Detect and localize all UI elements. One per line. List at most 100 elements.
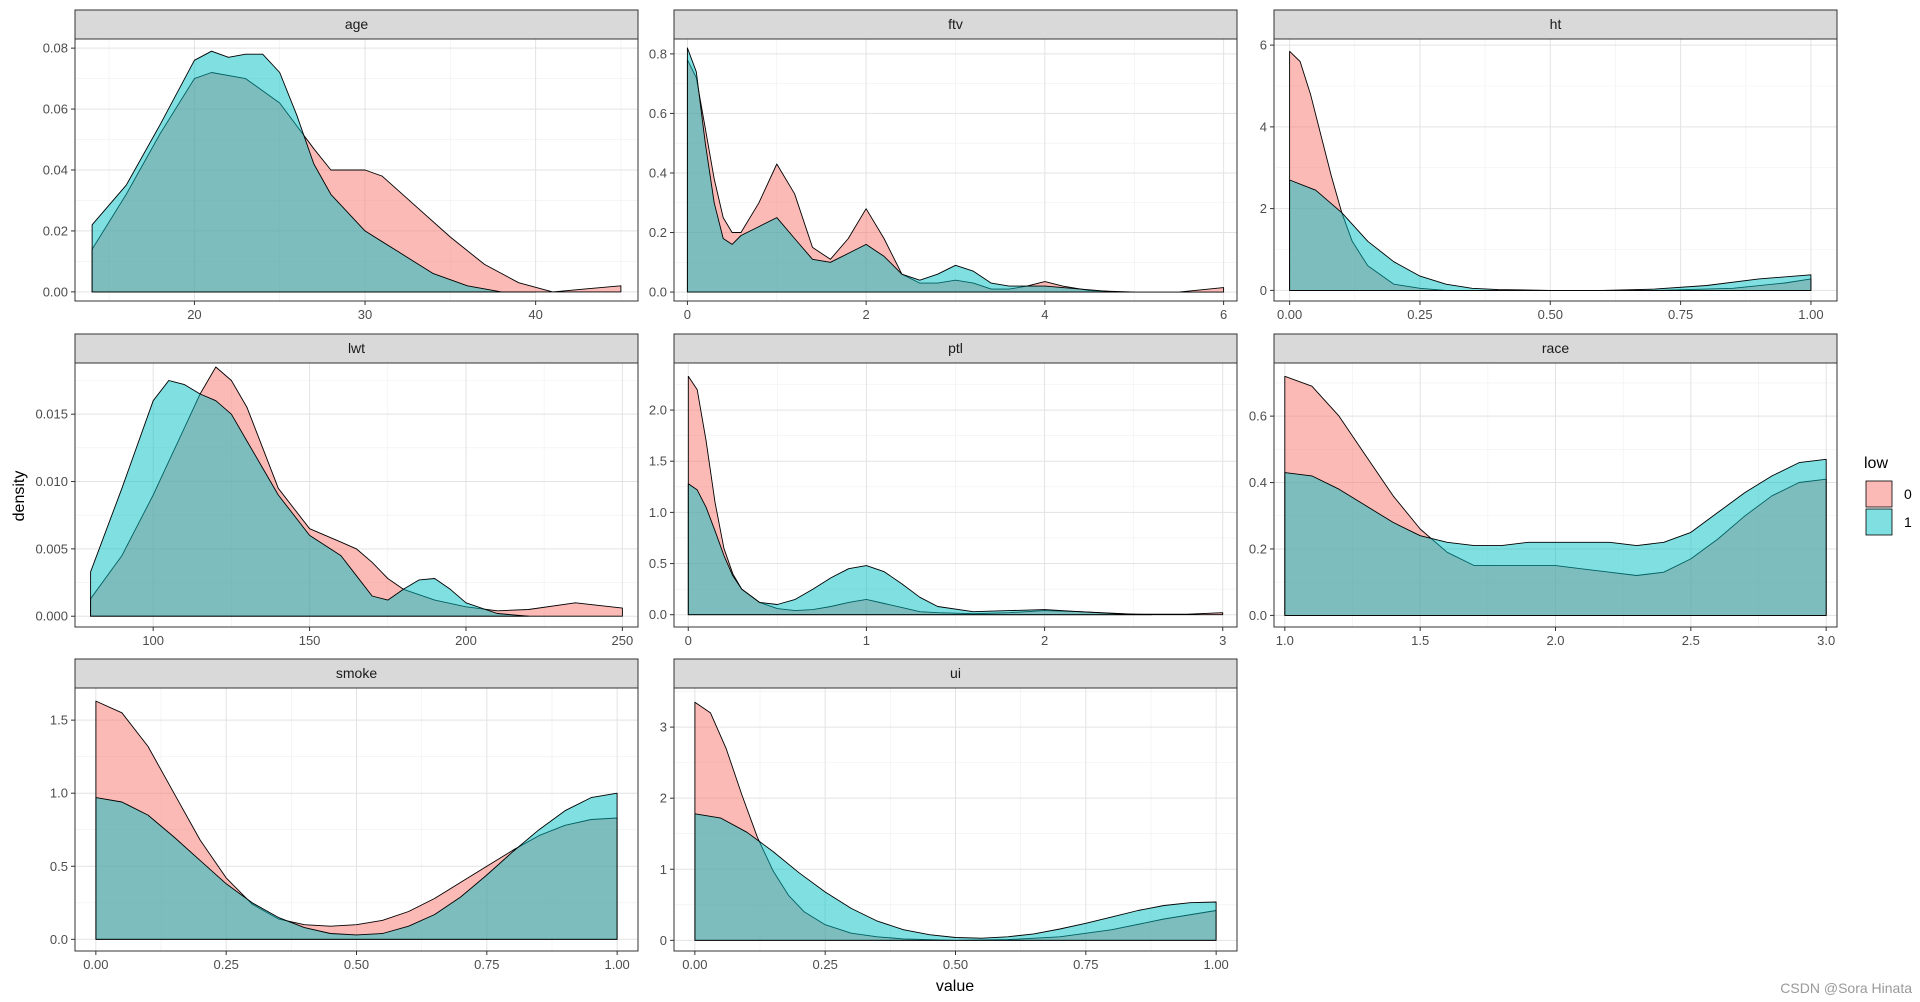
legend: low 0 1 xyxy=(1864,455,1912,536)
x-tick-label: 20 xyxy=(187,307,201,322)
x-tick-label: 0.25 xyxy=(1407,307,1432,322)
y-tick-label: 0.015 xyxy=(35,407,68,422)
x-tick-label: 0.75 xyxy=(1073,957,1098,972)
x-tick-label: 3 xyxy=(1219,633,1226,648)
x-tick-label: 1 xyxy=(863,633,870,648)
facet-panel-lwt: lwt 100 150 200 250 0.000 0.005 0.010 0.015 xyxy=(35,333,639,648)
y-tick-label: 0.5 xyxy=(649,556,667,571)
density-area-low-1 xyxy=(686,47,1135,293)
y-tick-label: 1.5 xyxy=(50,713,68,728)
y-tick-label: 2.0 xyxy=(649,403,667,418)
x-tick-label: 0.25 xyxy=(214,957,239,972)
facet-strip-label: ui xyxy=(950,665,961,681)
x-tick-label: 0.50 xyxy=(1538,307,1563,322)
y-tick-label: 0.6 xyxy=(649,106,667,121)
facet-strip-label: lwt xyxy=(348,340,365,356)
y-tick-label: 0.005 xyxy=(35,541,68,556)
x-tick-label: 1.00 xyxy=(1798,307,1823,322)
y-tick-label: 0.0 xyxy=(50,932,68,947)
y-tick-label: 0.0 xyxy=(649,285,667,300)
facet-strip-label: age xyxy=(345,16,369,32)
x-tick-label: 0 xyxy=(685,633,692,648)
x-tick-label: 4 xyxy=(1041,307,1048,322)
legend-title: low xyxy=(1864,455,1888,472)
y-tick-label: 6 xyxy=(1260,38,1267,53)
density-area-low-1 xyxy=(90,380,529,617)
x-tick-label: 3.0 xyxy=(1817,633,1835,648)
y-tick-label: 0.2 xyxy=(649,225,667,240)
facet-strip xyxy=(673,333,1238,364)
x-tick-label: 1.5 xyxy=(1411,633,1429,648)
x-tick-label: 0.50 xyxy=(943,957,968,972)
y-tick-label: 0.010 xyxy=(35,474,68,489)
y-axis-title: density xyxy=(11,471,28,522)
y-tick-label: 0.02 xyxy=(43,223,68,238)
y-tick-label: 0.08 xyxy=(43,41,68,56)
x-tick-label: 1.0 xyxy=(1276,633,1294,648)
watermark: CSDN @Sora Hinata xyxy=(1780,980,1912,996)
y-tick-label: 2 xyxy=(1260,201,1267,216)
facet-panel-ht: ht 0.00 0.25 0.50 0.75 1.00 0 2 4 6 xyxy=(1260,9,1838,322)
density-area-low-1 xyxy=(694,813,1217,941)
x-tick-label: 250 xyxy=(612,633,634,648)
x-tick-label: 30 xyxy=(358,307,372,322)
x-tick-label: 150 xyxy=(299,633,321,648)
x-tick-label: 0.75 xyxy=(1668,307,1693,322)
x-tick-label: 40 xyxy=(528,307,542,322)
y-tick-label: 0.04 xyxy=(43,163,68,178)
x-tick-label: 1.00 xyxy=(604,957,629,972)
facet-strip xyxy=(1273,9,1838,40)
x-tick-label: 0.00 xyxy=(83,957,108,972)
y-tick-label: 0.000 xyxy=(35,609,68,624)
panel-border xyxy=(673,38,1238,302)
panel-border xyxy=(673,362,1238,628)
y-tick-label: 0.5 xyxy=(50,859,68,874)
facet-strip-label: ptl xyxy=(948,340,963,356)
facet-panel-race: race 1.0 1.5 2.0 2.5 3.0 0.0 0.2 0.4 0.6 xyxy=(1249,333,1838,648)
density-area-low-1 xyxy=(1284,458,1827,616)
legend-label-0: 0 xyxy=(1904,486,1912,502)
facet-strip-label: ht xyxy=(1550,16,1562,32)
y-tick-label: 0.00 xyxy=(43,284,68,299)
density-area-low-1 xyxy=(687,483,1152,616)
facet-strip-label: race xyxy=(1542,340,1569,356)
facet-strip-label: ftv xyxy=(948,16,963,32)
y-tick-label: 1.0 xyxy=(649,505,667,520)
facet-panel-smoke: smoke 0.00 0.25 0.50 0.75 1.00 0.0 0.5 1.0 1.5 xyxy=(50,658,639,972)
facet-strip xyxy=(74,333,639,364)
facet-panel-ptl: ptl 0 1 2 3 0.0 0.5 1.0 1.5 2.0 xyxy=(649,333,1238,648)
x-tick-label: 2.0 xyxy=(1546,633,1564,648)
facet-strip-label: smoke xyxy=(336,665,377,681)
x-tick-label: 0.00 xyxy=(682,957,707,972)
y-tick-label: 1.0 xyxy=(50,786,68,801)
y-tick-label: 4 xyxy=(1260,119,1267,134)
y-tick-label: 0.8 xyxy=(649,46,667,61)
x-tick-label: 2 xyxy=(1041,633,1048,648)
x-tick-label: 0.00 xyxy=(1277,307,1302,322)
panel-border xyxy=(1273,38,1838,302)
density-area-low-1 xyxy=(95,792,618,940)
x-tick-label: 2.5 xyxy=(1682,633,1700,648)
density-area-low-1 xyxy=(1289,179,1812,291)
x-tick-label: 0 xyxy=(684,307,691,322)
y-tick-label: 0.0 xyxy=(649,607,667,622)
x-tick-label: 100 xyxy=(142,633,164,648)
x-tick-label: 0.25 xyxy=(813,957,838,972)
facet-strip xyxy=(74,658,639,689)
density-area-low-1 xyxy=(91,50,537,293)
x-tick-label: 200 xyxy=(455,633,477,648)
y-tick-label: 0.06 xyxy=(43,102,68,117)
facet-strip xyxy=(673,658,1238,689)
y-tick-label: 0.4 xyxy=(649,165,667,180)
y-tick-label: 0.0 xyxy=(1249,608,1267,623)
legend-label-1: 1 xyxy=(1904,514,1912,530)
x-tick-label: 6 xyxy=(1220,307,1227,322)
facet-panel-age: age 20 30 40 0.00 0.02 0.04 0.06 0.08 xyxy=(43,9,639,322)
y-tick-label: 1.5 xyxy=(649,454,667,469)
facet-panel-ui: ui 0.00 0.25 0.50 0.75 1.00 0 1 2 3 xyxy=(660,658,1238,972)
x-tick-label: 0.50 xyxy=(344,957,369,972)
x-axis-title: value xyxy=(936,978,974,995)
x-tick-label: 0.75 xyxy=(474,957,499,972)
